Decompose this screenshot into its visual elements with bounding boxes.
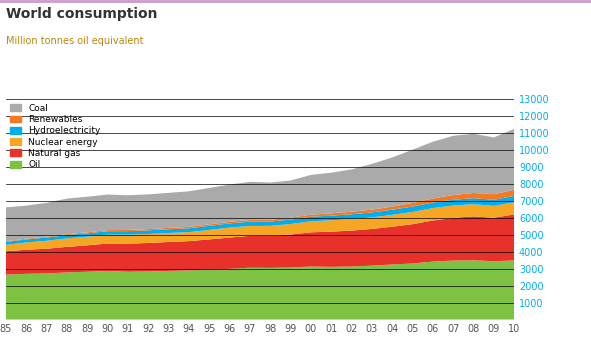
Text: World consumption: World consumption <box>6 7 157 21</box>
Text: Million tonnes oil equivalent: Million tonnes oil equivalent <box>6 36 144 45</box>
Legend: Coal, Renewables, Hydroelectricity, Nuclear energy, Natural gas, Oil: Coal, Renewables, Hydroelectricity, Nucl… <box>11 104 101 169</box>
